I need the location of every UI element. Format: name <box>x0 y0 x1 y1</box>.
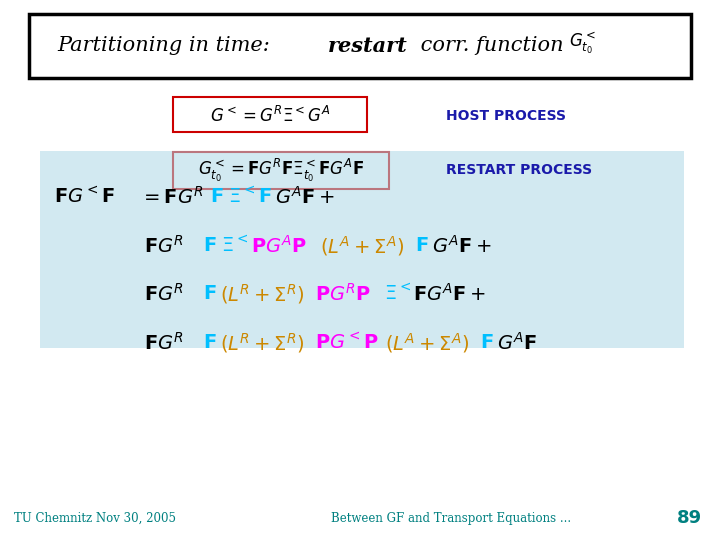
Text: $\mathbf{F}G^{<}\mathbf{F}$: $\mathbf{F}G^{<}\mathbf{F}$ <box>54 187 114 207</box>
Text: HOST PROCESS: HOST PROCESS <box>446 109 567 123</box>
Text: $\mathbf{F}$: $\mathbf{F}$ <box>258 188 271 206</box>
Text: $\mathbf{F}$: $\mathbf{F}$ <box>415 237 429 255</box>
Text: $G^{A}\mathbf{F} +$: $G^{A}\mathbf{F} +$ <box>275 186 335 208</box>
Text: $\mathbf{F}$: $\mathbf{F}$ <box>480 334 494 352</box>
Text: $\mathbf{F}G^{R}$: $\mathbf{F}G^{R}$ <box>144 235 184 256</box>
Text: $(L^R + \Sigma^R)$: $(L^R + \Sigma^R)$ <box>220 331 304 355</box>
Text: $\mathbf{F}$: $\mathbf{F}$ <box>210 188 224 206</box>
Text: 89: 89 <box>677 509 702 528</box>
Text: restart: restart <box>328 36 408 56</box>
Text: $(L^R + \Sigma^R)$: $(L^R + \Sigma^R)$ <box>220 282 304 306</box>
FancyBboxPatch shape <box>40 151 684 348</box>
Text: corr. function: corr. function <box>414 36 564 56</box>
Bar <box>173 152 389 189</box>
Text: Partitioning in time:: Partitioning in time: <box>58 36 274 56</box>
Bar <box>173 97 367 132</box>
Text: $= \mathbf{F}G^{R}$: $= \mathbf{F}G^{R}$ <box>140 186 204 208</box>
Text: $\mathbf{F}$: $\mathbf{F}$ <box>203 237 217 255</box>
Text: $\mathbf{F}$: $\mathbf{F}$ <box>203 285 217 303</box>
Text: $G^<_{t_0}$: $G^<_{t_0}$ <box>569 30 595 56</box>
Text: RESTART PROCESS: RESTART PROCESS <box>446 163 593 177</box>
Text: $\Xi^{<}$: $\Xi^{<}$ <box>228 187 256 207</box>
Text: $\mathbf{P}G^{A}\mathbf{P}$: $\mathbf{P}G^{A}\mathbf{P}$ <box>251 235 307 256</box>
Text: $\mathbf{P}G^{<}\mathbf{P}$: $\mathbf{P}G^{<}\mathbf{P}$ <box>315 333 378 353</box>
Text: $\mathbf{F}G^{R}$: $\mathbf{F}G^{R}$ <box>144 284 184 305</box>
Text: $\mathbf{F}$: $\mathbf{F}$ <box>203 334 217 352</box>
Text: $(L^A + \Sigma^A)$: $(L^A + \Sigma^A)$ <box>320 234 405 258</box>
Text: $(L^A + \Sigma^A)$: $(L^A + \Sigma^A)$ <box>385 331 469 355</box>
Text: $\Xi^{<}$: $\Xi^{<}$ <box>221 235 248 256</box>
Text: $G^< = G^R \Xi^< G^A$: $G^< = G^R \Xi^< G^A$ <box>210 106 330 126</box>
Text: $G^<_{t_0} = \mathbf{F}G^R\mathbf{F}\Xi^<_{t_0}\mathbf{F}G^A\mathbf{F}$: $G^<_{t_0} = \mathbf{F}G^R\mathbf{F}\Xi^… <box>198 157 364 184</box>
Text: Between GF and Transport Equations ...: Between GF and Transport Equations ... <box>331 512 572 525</box>
FancyBboxPatch shape <box>29 14 691 78</box>
Text: $\Xi^{<}$: $\Xi^{<}$ <box>384 284 411 305</box>
Text: $\mathbf{P}G^{R}\mathbf{P}$: $\mathbf{P}G^{R}\mathbf{P}$ <box>315 284 371 305</box>
Text: $G^{A}\mathbf{F}$: $G^{A}\mathbf{F}$ <box>497 332 536 354</box>
Text: $G^{A}\mathbf{F} +$: $G^{A}\mathbf{F} +$ <box>432 235 492 256</box>
Text: $\mathbf{F}G^{R}$: $\mathbf{F}G^{R}$ <box>144 332 184 354</box>
Text: TU Chemnitz Nov 30, 2005: TU Chemnitz Nov 30, 2005 <box>14 512 176 525</box>
Text: $\mathbf{F}G^{A}\mathbf{F} +$: $\mathbf{F}G^{A}\mathbf{F} +$ <box>413 284 486 305</box>
